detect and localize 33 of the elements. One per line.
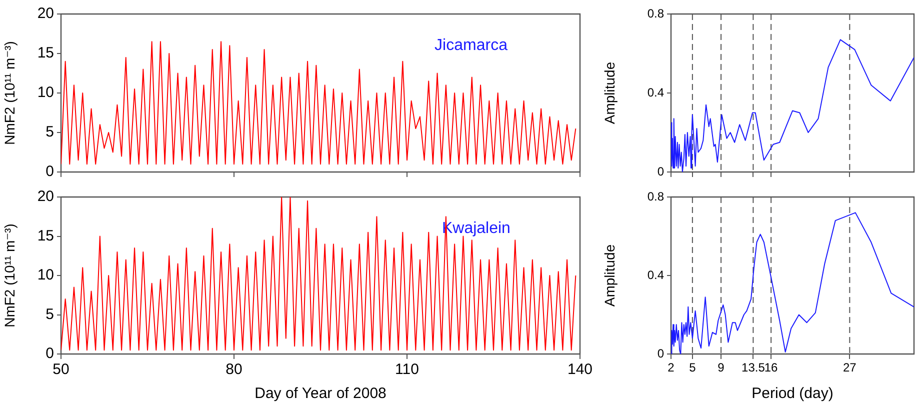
y-axis-title: NmF2 (10¹¹ m⁻³) xyxy=(1,41,18,145)
x-tick-label: 50 xyxy=(52,361,70,378)
x-tick-label: 13.5 xyxy=(742,360,766,375)
y-tick-label: 5 xyxy=(46,124,54,141)
y-tick-label: 0.8 xyxy=(647,189,664,204)
y-tick-label: 10 xyxy=(37,84,54,102)
y-tick-label: 10 xyxy=(37,266,54,284)
y-tick-label: 0.4 xyxy=(647,268,664,282)
y-tick-label: 0 xyxy=(46,163,54,180)
x-tick-label: 2 xyxy=(668,360,675,375)
y-tick-label: 0.8 xyxy=(647,6,664,20)
y-tick-label: 0.4 xyxy=(647,85,664,100)
y-tick-label: 15 xyxy=(37,227,54,244)
x-tick-label: 80 xyxy=(226,361,242,378)
y-tick-label: 5 xyxy=(46,306,54,323)
x-tick-label: 27 xyxy=(842,360,857,375)
y-axis-title: Amplitude xyxy=(601,62,618,124)
x-tick-label: 16 xyxy=(764,360,778,375)
x-tick-label: 9 xyxy=(718,360,725,375)
x-tick-label: 5 xyxy=(689,360,696,375)
annotation: Jicamarca xyxy=(434,37,508,54)
x-tick-label: 110 xyxy=(395,361,419,378)
y-tick-label: 15 xyxy=(37,44,54,62)
y-tick-label: 20 xyxy=(37,188,54,206)
y-tick-label: 20 xyxy=(37,5,54,22)
x-axis-title: Period (day) xyxy=(752,385,834,402)
y-axis-title: NmF2 (10¹¹ m⁻³) xyxy=(1,224,18,328)
y-axis-title: Amplitude xyxy=(601,244,618,307)
x-axis-title: Day of Year of 2008 xyxy=(254,385,386,402)
y-tick-label: 0 xyxy=(657,164,664,178)
y-tick-label: 0 xyxy=(657,346,664,360)
y-tick-label: 0 xyxy=(46,345,54,362)
x-tick-label: 140 xyxy=(567,361,593,378)
